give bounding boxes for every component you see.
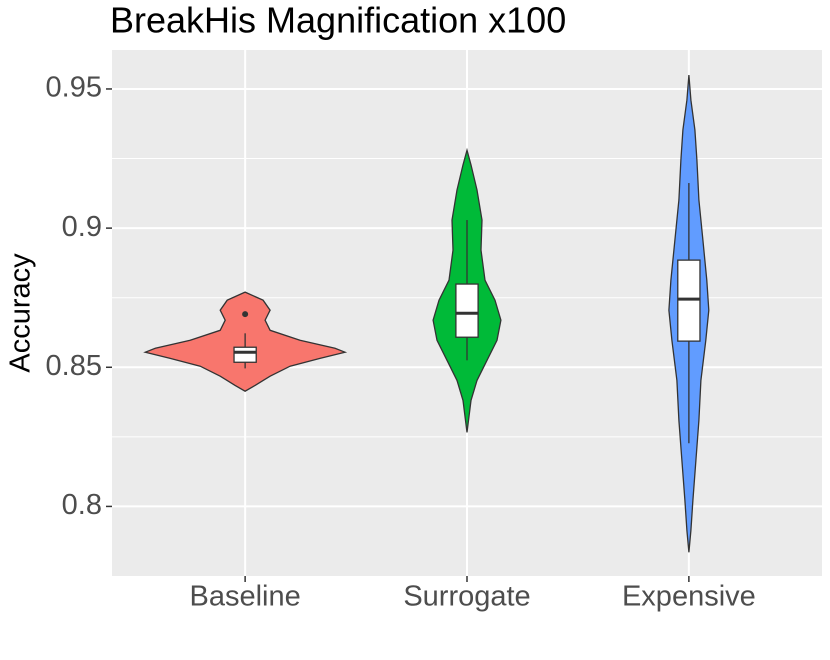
x-tick-label: Surrogate (403, 581, 530, 613)
box (233, 346, 257, 363)
y-tick-label: 0.95 (46, 72, 102, 104)
outlier (242, 311, 249, 318)
chart-title: BreakHis Magnification x100 (110, 0, 566, 41)
box (455, 283, 479, 338)
x-tick-label: Baseline (190, 581, 301, 613)
x-tick-label: Expensive (622, 581, 756, 613)
y-axis-label: Accuracy (5, 253, 37, 373)
y-tick-label: 0.85 (46, 350, 102, 382)
box (677, 259, 701, 342)
y-tick-label: 0.8 (62, 489, 102, 521)
y-tick-label: 0.9 (62, 211, 102, 243)
